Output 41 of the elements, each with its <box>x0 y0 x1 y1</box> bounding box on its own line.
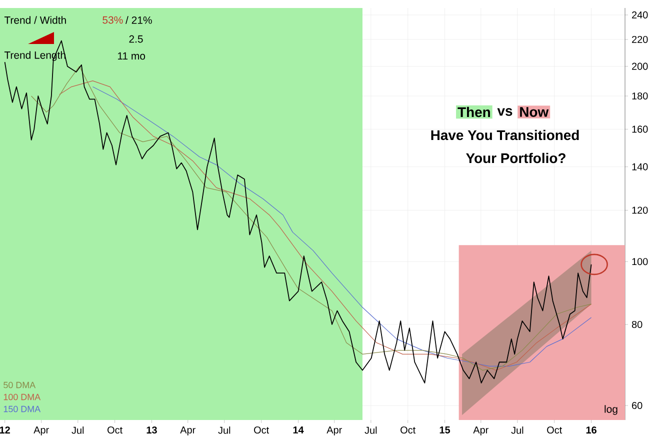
text: 150 DMA <box>4 406 41 412</box>
y-tick-label: 180 <box>632 92 648 100</box>
annotation: log <box>604 405 618 415</box>
annotation: Have You Transitioned <box>431 130 579 140</box>
x-tick-label: Oct <box>547 426 562 434</box>
x-tick-label: Apr <box>34 426 49 436</box>
x-tick-label: 12 <box>0 426 10 434</box>
x-tick-label: 16 <box>586 426 596 434</box>
x-tick-label: Jul <box>218 426 230 434</box>
y-tick-label: 100 <box>632 258 648 266</box>
x-tick-label: Oct <box>108 426 122 434</box>
annotation: 11 mo <box>118 52 146 60</box>
y-tick-label: 120 <box>632 206 648 214</box>
annotation: Your Portfolio? <box>466 152 566 164</box>
annotation: Now <box>520 107 549 117</box>
x-tick-label: Jul <box>364 426 377 434</box>
y-tick-label: 240 <box>632 11 648 18</box>
x-tick-label: 13 <box>146 426 157 434</box>
x-tick-label: Apr <box>473 426 488 436</box>
annotation: Trend / Width <box>4 16 66 24</box>
x-tick-label: 14 <box>293 426 304 434</box>
x-tick-label: Jul <box>72 426 84 434</box>
y-tick-label: 140 <box>632 163 648 170</box>
x-tick-label: Oct <box>254 426 270 434</box>
y-tick-label: 200 <box>632 62 648 70</box>
y-tick-label: 220 <box>632 36 648 43</box>
annotation: / 21% <box>126 16 152 24</box>
text: 50 DMA <box>4 382 36 388</box>
x-tick-label: Jul <box>511 426 524 434</box>
annotation: Then <box>458 106 490 118</box>
x-tick-label: 15 <box>440 426 450 434</box>
x-tick-label: Apr <box>326 426 342 436</box>
annotation: 53% <box>102 16 123 24</box>
x-tick-label: Apr <box>180 426 196 436</box>
annotation: 2.5 <box>129 35 143 43</box>
text: 100 DMA <box>4 394 41 400</box>
y-tick-label: 160 <box>632 126 648 133</box>
annotation: vs <box>497 108 512 116</box>
y-tick-label: 60 <box>632 402 642 410</box>
y-tick-label: 80 <box>632 320 642 328</box>
x-tick-label: Oct <box>400 426 416 434</box>
